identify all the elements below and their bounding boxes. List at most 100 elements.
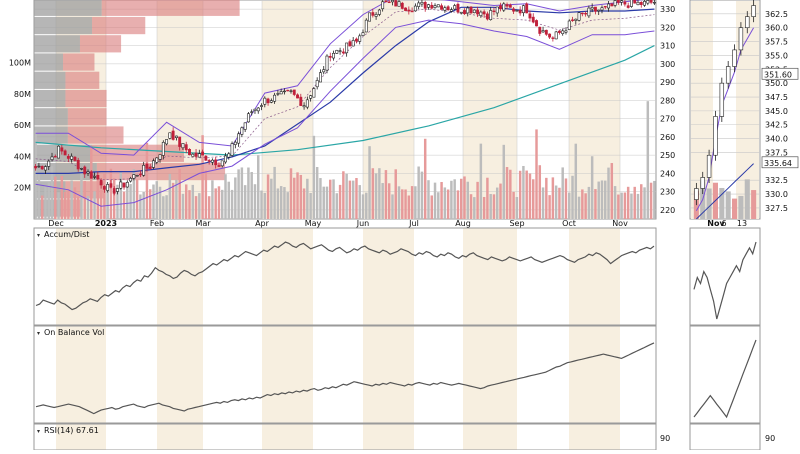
accum-dist-panel-line [35,241,655,311]
candle-body [332,52,335,59]
volume-bar [515,197,519,219]
obv-panel-frame [33,325,657,424]
volume-bar [103,173,106,219]
zoom-volume-bar [751,190,757,219]
candle-body [551,37,555,39]
month-tick-label: Aug [455,219,471,228]
candle-body [138,173,142,176]
candle-body [476,9,480,15]
zoom-x-tick-label: 6 [721,219,726,228]
volume-bar [590,156,594,219]
candle-body [207,160,211,162]
volume-bar [145,142,149,219]
zoom-bollinger-lower-line [695,27,755,211]
month-shade-band [463,424,517,450]
candle-body [361,32,365,36]
zoom-volume-bar [706,188,712,219]
volume-bar [479,143,483,219]
candle-body [50,156,54,160]
candle-body [76,159,80,170]
volume-bar [273,166,276,219]
volume-bar [54,176,57,219]
month-shade-band [262,1,313,219]
candle-body [404,7,408,11]
candle-body [210,159,214,163]
zoom-volume-bar [719,187,725,219]
background-layer [33,0,761,451]
vbp-down-bar [101,0,240,16]
candle-body [184,144,188,151]
candle-body [400,2,404,9]
price-tick-label: 240 [660,169,675,178]
candle-body [531,16,535,23]
zoom-candle-body [725,66,731,84]
candle-body [646,0,650,4]
volume-bar [626,186,630,219]
volume-bar [545,177,548,219]
candle-body [178,136,182,147]
volume-bar [387,183,391,219]
month-shade-band [363,326,414,423]
volume-bar [293,177,296,219]
volume-bar [430,195,433,219]
volume-bar [518,170,522,219]
volume-bar [561,167,564,219]
volume-bar [286,192,289,219]
volume-bar [538,165,542,219]
volume-bar [401,189,404,219]
volume-bar [636,193,640,219]
volume-bar [558,187,561,219]
candle-body [597,9,601,12]
month-shade-band [56,424,106,450]
candle-body [456,3,460,13]
candle-body [495,6,499,14]
volume-bar [476,181,479,219]
rsi-tick-label: 90 [660,434,670,443]
candle-body [577,12,581,21]
volume-bar [502,144,506,219]
candle-body [224,155,227,163]
month-shade-band [157,424,203,450]
volume-bar [571,175,574,219]
volume-bar [463,176,466,219]
volume-bar [325,186,329,219]
month-tick-label: Apr [255,219,270,228]
candle-body [250,111,254,113]
volume-bar [283,187,286,219]
month-shade-band [363,1,414,219]
volume-bar [453,179,456,219]
candle-body [66,155,70,159]
sma200-line [35,45,655,156]
candle-body [269,100,273,103]
volume-bar [162,196,165,219]
volume-bar [564,178,568,219]
candle-body [230,143,234,156]
volume-bar [50,166,54,219]
candle-body [125,182,129,188]
volume-bar [243,185,247,219]
price-tick-label: 220 [660,206,675,215]
candle-body [142,164,146,176]
zoom-volume-bar [725,191,731,219]
volume-bar [492,194,496,219]
candle-body [587,7,591,17]
candle-body [40,166,44,170]
volume-bar [289,168,293,219]
obv-panel-label: On Balance Vol [44,328,104,337]
candle-body [99,179,103,186]
volume-bar [152,184,155,219]
month-shade-band [363,424,414,450]
month-shade-band [157,228,203,325]
candle-body [374,14,378,17]
candle-body [194,152,198,157]
volume-bar [139,194,142,219]
candle-body [145,163,149,169]
volume-bar [106,187,109,219]
candle-body [521,5,525,14]
volume-bar [617,194,620,219]
volume-bar [329,179,332,219]
candle-body [309,95,313,99]
price-tick-label: 260 [660,133,675,142]
candle-body [397,1,401,7]
month-tick-label: Mar [195,219,211,228]
